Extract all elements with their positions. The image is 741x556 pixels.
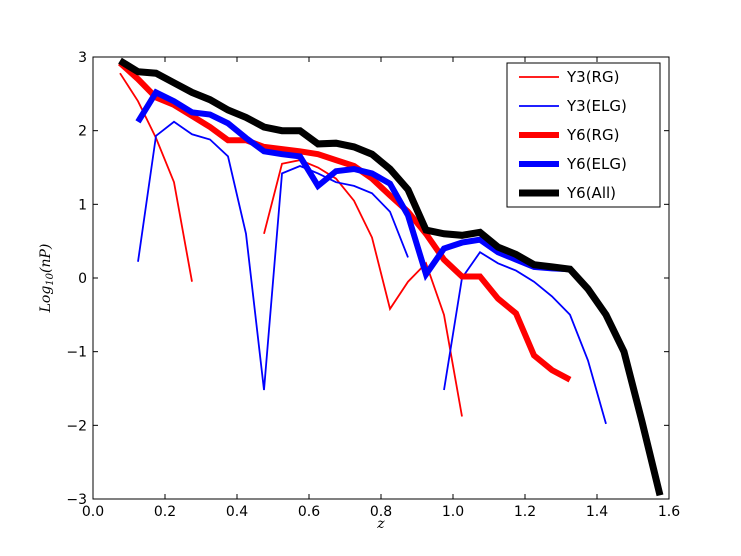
x-tick-label: 1.2 bbox=[514, 504, 536, 520]
series-line-y3-elg-segment-2 bbox=[443, 250, 607, 425]
legend: Y3(RG) Y3(ELG) Y6(RG) Y6(ELG) Y6(All) bbox=[506, 62, 661, 208]
legend-label-y3-elg: Y3(ELG) bbox=[566, 97, 627, 115]
series-line-y6-rg-segment-1 bbox=[117, 60, 572, 383]
x-tick-label: 0.0 bbox=[82, 504, 104, 520]
y-tick-labels: −3 −2 −1 0 1 2 3 bbox=[66, 50, 87, 508]
series-line-y3-elg-segment-1 bbox=[137, 120, 409, 391]
y-tick-label: 3 bbox=[78, 50, 87, 66]
x-tick-label: 0.6 bbox=[298, 504, 320, 520]
x-tick-label: 1.4 bbox=[586, 504, 608, 520]
series-line-y3-rg-segment-2 bbox=[263, 159, 463, 417]
x-tick-labels: 0.0 0.2 0.4 0.6 0.8 1.0 1.2 1.4 1.6 bbox=[82, 504, 680, 520]
x-tick-label: 1.6 bbox=[658, 504, 680, 520]
x-tick-label: 0.8 bbox=[370, 504, 392, 520]
y-axis-label: Log10(nP) bbox=[38, 244, 56, 314]
y-tick-label: −2 bbox=[66, 418, 87, 434]
y-axis-label-tail: (nP) bbox=[38, 244, 54, 273]
series-line-y6-all-segment-1 bbox=[118, 57, 664, 497]
x-tick-label: 0.4 bbox=[226, 504, 248, 520]
axis-ticks bbox=[92, 56, 670, 500]
legend-label-y3-rg: Y3(RG) bbox=[566, 68, 619, 86]
legend-label-y6-rg: Y6(RG) bbox=[566, 126, 619, 144]
y-tick-label: −1 bbox=[66, 345, 87, 361]
y-tick-label: 2 bbox=[78, 124, 87, 140]
y-tick-label: 0 bbox=[78, 271, 87, 287]
series-line-y6-elg-segment-1 bbox=[135, 88, 571, 282]
y-axis-label-subscript: 10 bbox=[45, 272, 56, 285]
x-tick-label: 1.0 bbox=[442, 504, 464, 520]
y-tick-label: 1 bbox=[78, 197, 87, 213]
y-tick-label: −3 bbox=[66, 492, 87, 508]
legend-label-y6-all: Y6(All) bbox=[566, 184, 616, 202]
plot-lines bbox=[117, 57, 664, 497]
x-tick-label: 0.2 bbox=[154, 504, 176, 520]
y-axis-label-main: Log bbox=[38, 286, 54, 314]
legend-label-y6-elg: Y6(ELG) bbox=[566, 155, 627, 173]
x-axis-label: z bbox=[376, 516, 385, 532]
